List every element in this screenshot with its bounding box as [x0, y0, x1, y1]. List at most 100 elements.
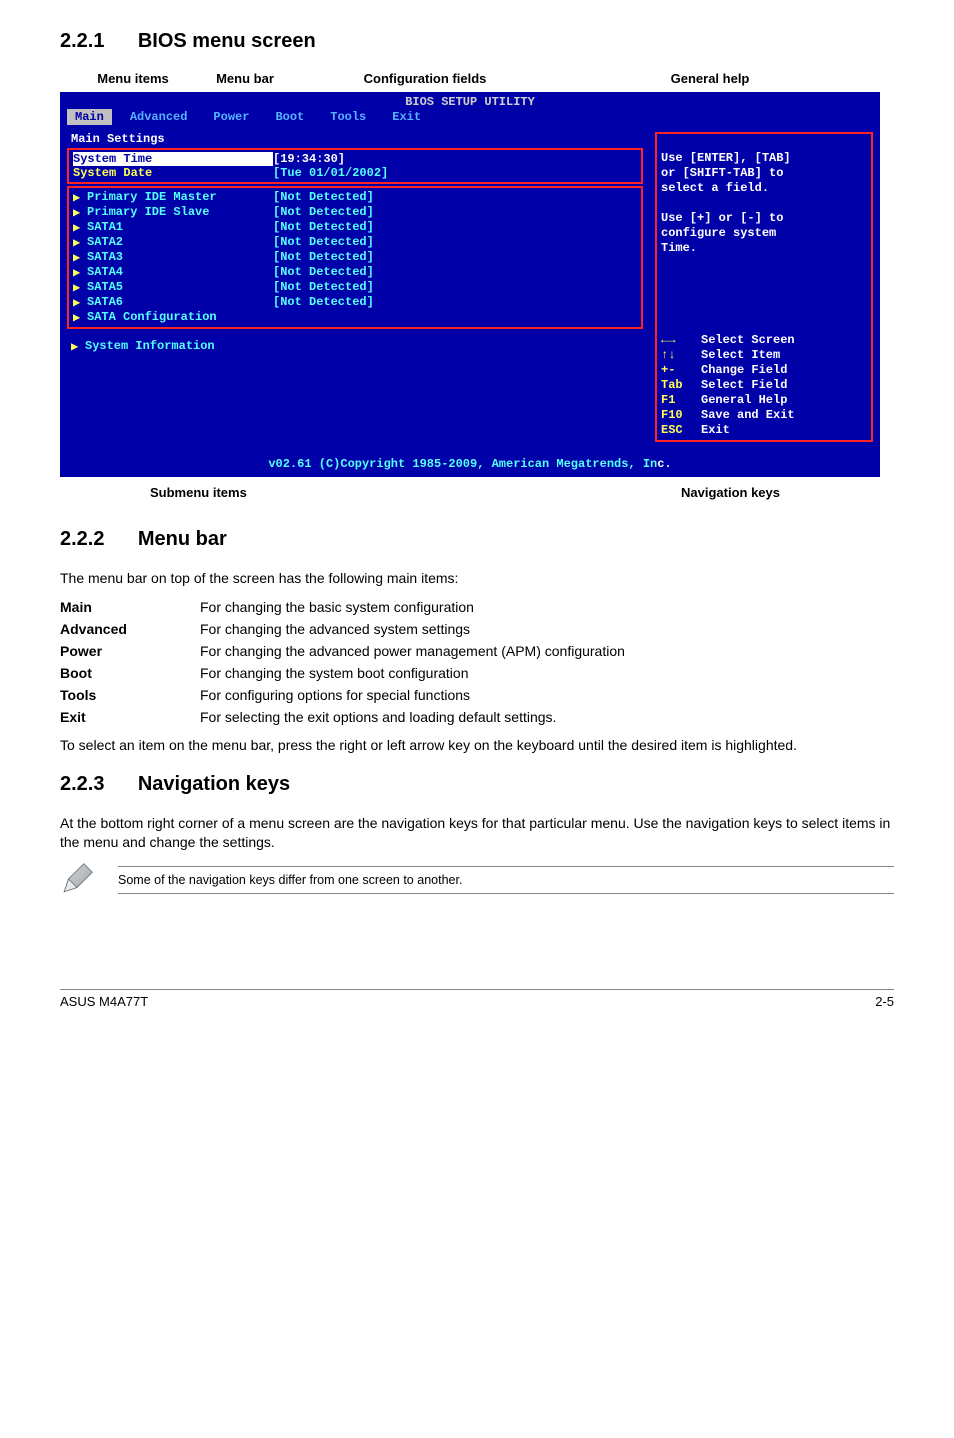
key-esc: ESC: [661, 423, 701, 438]
triangle-icon: ▶: [73, 250, 87, 265]
triangle-icon: ▶: [73, 220, 87, 235]
key-ud: ↑↓: [661, 348, 701, 363]
tab-power[interactable]: Power: [205, 109, 257, 125]
row-sata6[interactable]: ▶SATA6[Not Detected]: [73, 295, 637, 310]
annot-menu-bar: Menu bar: [180, 71, 310, 86]
annot-nav-keys: Navigation keys: [681, 485, 880, 500]
main-settings-title: Main Settings: [71, 132, 643, 146]
heading-num: 2.2.1: [60, 30, 104, 52]
triangle-icon: ▶: [73, 280, 87, 295]
triangle-icon: ▶: [73, 310, 87, 325]
def-val: For changing the advanced system setting…: [200, 618, 645, 640]
redbox-time-date: System Time [19:34:30] System Date [Tue …: [67, 148, 643, 184]
label-pide-master: Primary IDE Master: [87, 190, 273, 205]
bios-left-pane: Main Settings System Time [19:34:30] Sys…: [61, 128, 649, 448]
triangle-icon: ▶: [71, 339, 85, 354]
heading-title: Navigation keys: [138, 773, 290, 795]
heading-223: 2.2.3 Navigation keys: [60, 773, 894, 796]
footer-left: ASUS M4A77T: [60, 994, 148, 1009]
def-val: For configuring options for special func…: [200, 684, 645, 706]
label-system-date: System Date: [73, 166, 273, 180]
row-pide-slave[interactable]: ▶Primary IDE Slave[Not Detected]: [73, 205, 637, 220]
nav-select-screen: Select Screen: [701, 333, 795, 347]
tab-boot[interactable]: Boot: [267, 109, 312, 125]
def-key: Boot: [60, 662, 200, 684]
bios-help-pane: Use [ENTER], [TAB] or [SHIFT-TAB] to sel…: [649, 128, 879, 448]
triangle-icon: ▶: [73, 295, 87, 310]
bios-menubar: Main Advanced Power Boot Tools Exit: [61, 109, 879, 128]
row-sata-config[interactable]: ▶SATA Configuration: [73, 310, 637, 325]
def-val: For changing the advanced power manageme…: [200, 640, 645, 662]
value-sata1: [Not Detected]: [273, 220, 374, 235]
row-system-date[interactable]: System Date [Tue 01/01/2002]: [73, 166, 637, 180]
value-system-time: [19:34:30]: [273, 152, 345, 166]
bios-window: BIOS SETUP UTILITY Main Advanced Power B…: [60, 92, 880, 477]
row-sata2[interactable]: ▶SATA2[Not Detected]: [73, 235, 637, 250]
heading-title: Menu bar: [138, 528, 227, 550]
tab-advanced[interactable]: Advanced: [122, 109, 196, 125]
s222-outro: To select an item on the menu bar, press…: [60, 736, 894, 755]
help-text: Use [ENTER], [TAB] or [SHIFT-TAB] to sel…: [661, 136, 867, 271]
label-system-information: System Information: [85, 339, 215, 354]
tab-exit[interactable]: Exit: [384, 109, 429, 125]
row-system-information[interactable]: ▶System Information: [67, 339, 643, 354]
table-row: PowerFor changing the advanced power man…: [60, 640, 645, 662]
annotation-labels-top: Menu items Menu bar Configuration fields…: [60, 71, 894, 86]
annotation-labels-bottom: Submenu items Navigation keys: [60, 485, 880, 500]
table-row: MainFor changing the basic system config…: [60, 596, 645, 618]
nav-select-item: Select Item: [701, 348, 780, 362]
nav-save-exit: Save and Exit: [701, 408, 795, 422]
value-sata2: [Not Detected]: [273, 235, 374, 250]
value-sata6: [Not Detected]: [273, 295, 374, 310]
bios-footer: v02.61 (C)Copyright 1985-2009, American …: [61, 454, 879, 476]
value-sata3: [Not Detected]: [273, 250, 374, 265]
nav-change-field: Change Field: [701, 363, 787, 377]
table-row: ToolsFor configuring options for special…: [60, 684, 645, 706]
label-sata5: SATA5: [87, 280, 273, 295]
def-val: For changing the basic system configurat…: [200, 596, 645, 618]
def-val: For selecting the exit options and loadi…: [200, 706, 645, 728]
label-sata3: SATA3: [87, 250, 273, 265]
heading-222: 2.2.2 Menu bar: [60, 528, 894, 551]
s223-para: At the bottom right corner of a menu scr…: [60, 814, 894, 852]
table-row: ExitFor selecting the exit options and l…: [60, 706, 645, 728]
value-pide-master: [Not Detected]: [273, 190, 374, 205]
label-sata4: SATA4: [87, 265, 273, 280]
row-sata5[interactable]: ▶SATA5[Not Detected]: [73, 280, 637, 295]
bios-title: BIOS SETUP UTILITY: [61, 93, 879, 109]
tab-tools[interactable]: Tools: [322, 109, 374, 125]
nav-select-field: Select Field: [701, 378, 787, 392]
def-key: Main: [60, 596, 200, 618]
note-block: Some of the navigation keys differ from …: [60, 862, 894, 899]
redbox-devices: ▶Primary IDE Master[Not Detected] ▶Prima…: [67, 186, 643, 329]
annot-config-fields: Configuration fields: [310, 71, 540, 86]
triangle-icon: ▶: [73, 205, 87, 220]
row-sata1[interactable]: ▶SATA1[Not Detected]: [73, 220, 637, 235]
value-system-date: [Tue 01/01/2002]: [273, 166, 388, 180]
def-key: Exit: [60, 706, 200, 728]
triangle-icon: ▶: [73, 190, 87, 205]
triangle-icon: ▶: [73, 235, 87, 250]
row-sata3[interactable]: ▶SATA3[Not Detected]: [73, 250, 637, 265]
label-sata6: SATA6: [87, 295, 273, 310]
row-pide-master[interactable]: ▶Primary IDE Master[Not Detected]: [73, 190, 637, 205]
tab-main[interactable]: Main: [67, 109, 112, 125]
annot-menu-items: Menu items: [60, 71, 180, 86]
label-sata1: SATA1: [87, 220, 273, 235]
heading-num: 2.2.3: [60, 773, 104, 795]
key-tab: Tab: [661, 378, 701, 393]
label-system-time: System Time: [73, 152, 273, 166]
key-f1: F1: [661, 393, 701, 408]
nav-exit: Exit: [701, 423, 730, 437]
page-footer: ASUS M4A77T 2-5: [60, 989, 894, 1009]
label-pide-slave: Primary IDE Slave: [87, 205, 273, 220]
key-f10: F10: [661, 408, 701, 423]
row-system-time[interactable]: System Time [19:34:30]: [73, 152, 637, 166]
def-key: Power: [60, 640, 200, 662]
value-sata5: [Not Detected]: [273, 280, 374, 295]
nav-general-help: General Help: [701, 393, 787, 407]
footer-copyright-a: v02.61 (C)Copyright 1985-2009, American …: [268, 457, 657, 471]
key-lr: ←→: [661, 333, 701, 348]
row-sata4[interactable]: ▶SATA4[Not Detected]: [73, 265, 637, 280]
footer-copyright-b: c.: [657, 457, 671, 471]
